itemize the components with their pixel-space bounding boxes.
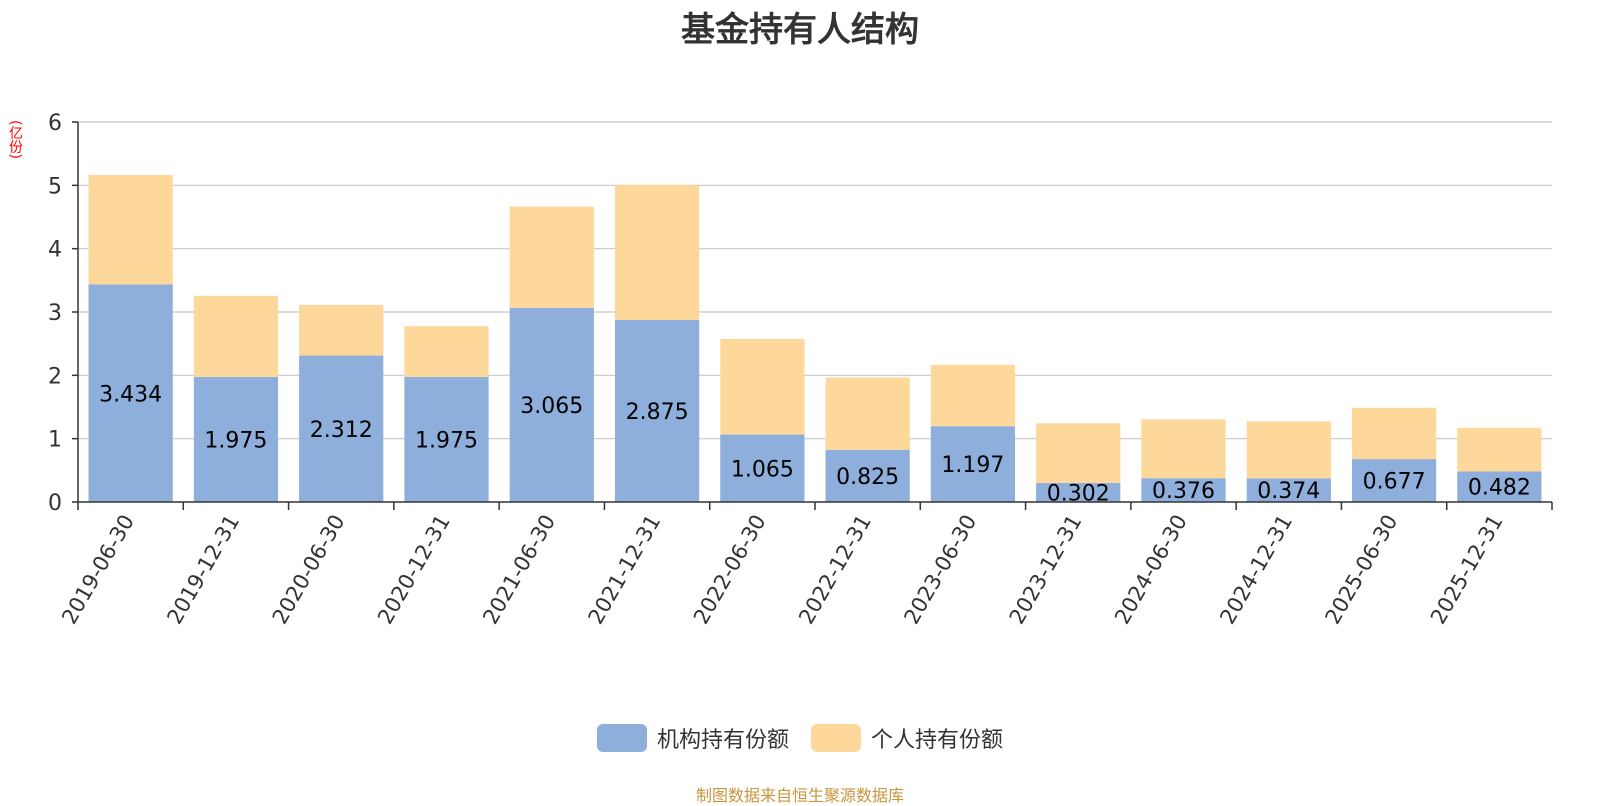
x-tick-label: 2024-12-31 [1215, 511, 1297, 629]
bar-individual [1036, 423, 1121, 483]
x-tick-label: 2021-06-30 [478, 511, 560, 629]
y-tick-label: 1 [48, 428, 62, 453]
bar-institutional [88, 284, 173, 502]
bar-institutional [1246, 478, 1331, 502]
y-tick-label: 3 [48, 301, 62, 326]
bar-individual [1141, 419, 1226, 479]
bar-chart: 0 1 2 3 4 5 6 3.434 2019-06-30 1.975 2019-12-31 2.3… [48, 111, 1553, 629]
data-label-institutional: 2.875 [626, 400, 689, 425]
x-tick-label: 2020-12-31 [373, 511, 455, 629]
x-tick-label: 2024-06-30 [1110, 511, 1192, 629]
bar-individual [509, 206, 594, 308]
data-label-institutional: 1.975 [204, 428, 267, 453]
bar-individual [720, 338, 805, 435]
data-label-institutional: 2.312 [310, 418, 373, 443]
y-tick-label: 4 [48, 238, 62, 263]
bar-individual [1457, 427, 1542, 472]
bar-institutional [1457, 471, 1542, 502]
data-label-institutional: 1.975 [415, 428, 478, 453]
x-tick-label: 2020-06-30 [268, 511, 350, 629]
legend: 机构持有份额 个人持有份额 [0, 722, 1600, 754]
bar-individual [1246, 421, 1331, 479]
bar-individual [193, 295, 279, 377]
data-label-institutional: 3.434 [99, 382, 162, 407]
x-tick-label: 2019-06-30 [57, 511, 139, 629]
bar-individual [825, 377, 910, 450]
bar-institutional [930, 426, 1016, 502]
legend-swatch-individual [811, 724, 861, 752]
bar-institutional [825, 449, 910, 502]
bar-institutional [1036, 482, 1121, 502]
x-tick-label: 2022-06-30 [689, 511, 771, 629]
bar-institutional [404, 376, 489, 502]
x-tick-label: 2022-12-31 [794, 511, 876, 629]
data-label-institutional: 3.065 [520, 394, 583, 419]
x-tick-label: 2023-06-30 [899, 511, 981, 629]
legend-item-institutional[interactable]: 机构持有份额 [596, 722, 789, 754]
bar-individual [299, 304, 384, 356]
x-tick-label: 2025-12-31 [1426, 511, 1508, 629]
x-tick-label: 2025-06-30 [1321, 511, 1403, 629]
bar-institutional [509, 307, 594, 502]
x-tick-label: 2019-12-31 [162, 511, 244, 629]
data-label-institutional: 0.376 [1152, 479, 1215, 504]
legend-label-institutional: 机构持有份额 [656, 728, 789, 753]
chart-title: 基金持有人结构 [681, 10, 919, 50]
bar-institutional [720, 434, 805, 502]
bar-individual [88, 174, 173, 285]
bar-individual [404, 326, 489, 377]
bar-institutional [1141, 478, 1226, 502]
bar-institutional [1351, 459, 1437, 502]
bar-institutional [614, 319, 700, 502]
data-label-institutional: 1.065 [731, 457, 794, 482]
x-tick-label: 2023-12-31 [1005, 511, 1087, 629]
legend-swatch-institutional [596, 724, 647, 752]
bar-individual [614, 185, 700, 320]
data-label-institutional: 0.374 [1257, 479, 1320, 504]
bar-institutional [193, 376, 279, 502]
bar-individual [930, 364, 1016, 427]
y-axis-unit: (亿份) [7, 120, 23, 159]
x-tick-label: 2021-12-31 [584, 511, 666, 629]
legend-item-individual[interactable]: 个人持有份额 [811, 722, 1003, 754]
data-label-institutional: 0.482 [1468, 476, 1531, 501]
data-source-note: 制图数据来自恒生聚源数据库 [695, 786, 904, 805]
data-label-institutional: 1.197 [941, 453, 1004, 478]
y-tick-label: 6 [48, 111, 62, 136]
data-label-institutional: 0.677 [1363, 470, 1426, 495]
y-tick-label: 5 [48, 174, 62, 199]
y-tick-label: 2 [48, 364, 62, 389]
y-tick-label: 0 [48, 491, 62, 516]
bar-institutional [299, 355, 384, 502]
legend-label-individual: 个人持有份额 [871, 728, 1004, 753]
data-label-institutional: 0.825 [836, 465, 899, 490]
bar-individual [1351, 407, 1437, 460]
